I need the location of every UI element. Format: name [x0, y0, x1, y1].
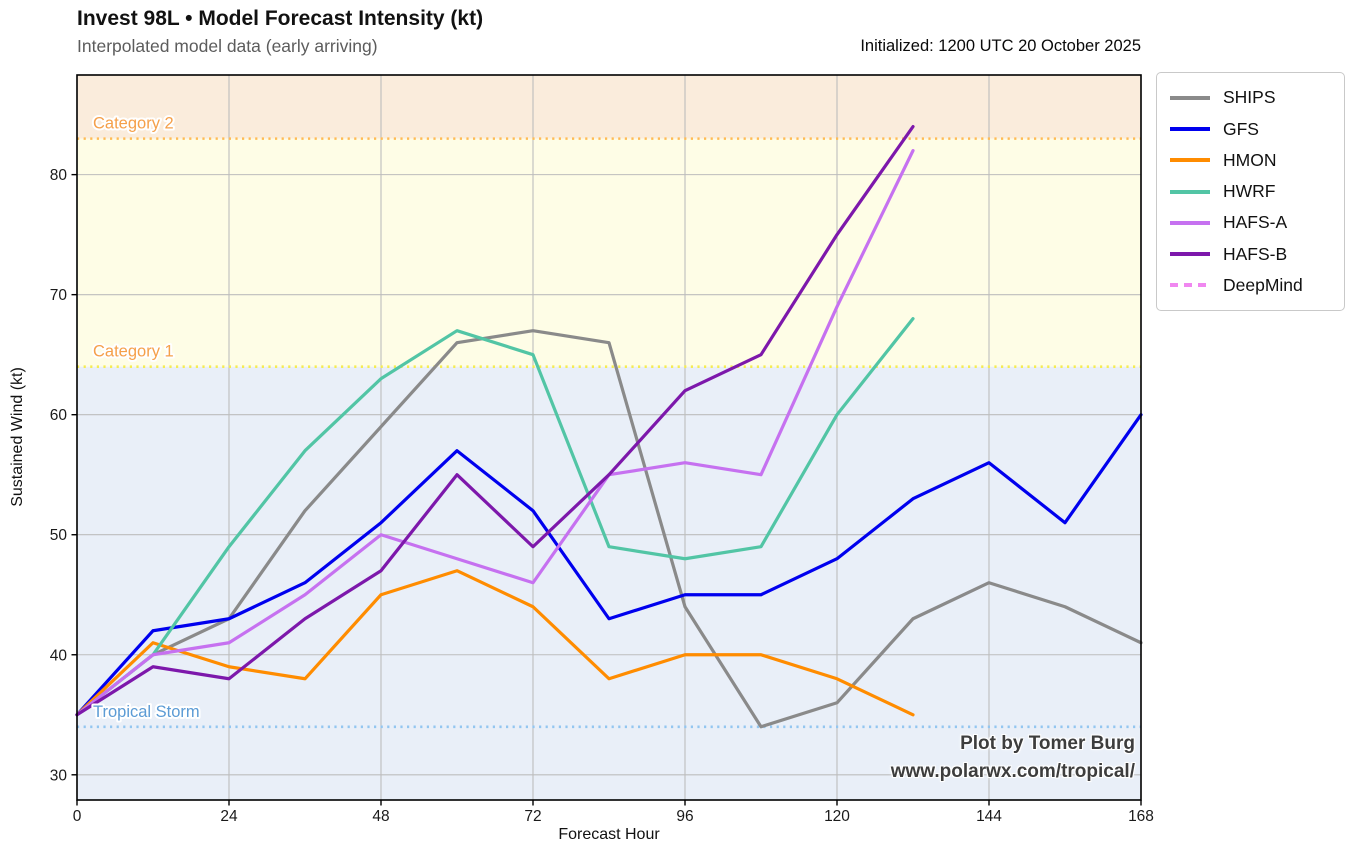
legend-swatch — [1170, 189, 1210, 194]
series-line-ships — [75, 329, 1143, 729]
y-tick-label: 50 — [50, 527, 68, 544]
legend-item-deepmind: DeepMind — [1157, 275, 1344, 296]
watermark-author: Plot by Tomer Burg — [960, 733, 1135, 754]
x-tick-label: 144 — [976, 808, 1002, 825]
legend-swatch — [1170, 283, 1210, 288]
legend-label: GFS — [1223, 118, 1259, 139]
chart-title: Invest 98L • Model Forecast Intensity (k… — [77, 7, 484, 30]
legend-item-ships: SHIPS — [1157, 87, 1344, 108]
band-category-1-to-2 — [77, 138, 1141, 367]
x-axis-label: Forecast Hour — [558, 826, 660, 843]
legend: SHIPS GFS HMON HWRF HAFS-A HAFS-B DeepMind — [1156, 72, 1345, 311]
x-tick-label: 72 — [524, 808, 541, 825]
series-line-hmon — [75, 569, 915, 717]
legend-label: HAFS-B — [1223, 243, 1288, 264]
series-line-hafs-b — [75, 125, 915, 717]
legend-swatch — [1170, 95, 1210, 100]
watermark-url: www.polarwx.com/tropical/ — [890, 761, 1135, 782]
y-tick-label: 80 — [50, 167, 68, 184]
legend-item-hafs-a: HAFS-A — [1157, 212, 1344, 233]
threshold-label-tropical-storm: Tropical Storm — [93, 703, 200, 721]
initialized-text: Initialized: 1200 UTC 20 October 2025 — [860, 37, 1141, 55]
y-tick-label: 60 — [50, 407, 68, 424]
x-tick-label: 168 — [1128, 808, 1154, 825]
legend-item-gfs: GFS — [1157, 119, 1344, 140]
x-tick-label: 96 — [676, 808, 693, 825]
chart-subtitle: Interpolated model data (early arriving) — [77, 36, 378, 56]
series-line-hafs-a — [75, 149, 915, 717]
series-line-hwrf — [75, 317, 915, 717]
y-tick-label: 40 — [50, 647, 68, 664]
plot-frame — [76, 74, 1142, 801]
legend-swatch — [1170, 252, 1210, 256]
band-above-category-2 — [77, 75, 1141, 139]
series-line-gfs — [75, 413, 1143, 717]
legend-label: HMON — [1223, 149, 1277, 170]
legend-item-hwrf: HWRF — [1157, 181, 1344, 202]
legend-label: HAFS-A — [1223, 212, 1288, 233]
y-tick-label: 30 — [50, 767, 68, 784]
legend-label: HWRF — [1223, 181, 1276, 201]
legend-swatch — [1170, 158, 1210, 163]
x-tick-label: 24 — [220, 808, 238, 825]
legend-item-hmon: HMON — [1157, 150, 1344, 171]
legend-swatch — [1170, 220, 1210, 225]
legend-label: SHIPS — [1223, 87, 1276, 108]
x-tick-label: 48 — [372, 808, 389, 825]
x-tick-label: 120 — [824, 808, 850, 825]
x-tick-label: 0 — [73, 808, 82, 825]
threshold-label-category-2: Category 2 — [93, 115, 174, 133]
legend-label: DeepMind — [1223, 274, 1303, 295]
y-axis-label: Sustained Wind (kt) — [9, 367, 26, 507]
legend-item-hafs-b: HAFS-B — [1157, 244, 1344, 265]
threshold-label-category-1: Category 1 — [93, 343, 174, 361]
y-tick-label: 70 — [50, 287, 68, 304]
legend-swatch — [1170, 127, 1210, 131]
